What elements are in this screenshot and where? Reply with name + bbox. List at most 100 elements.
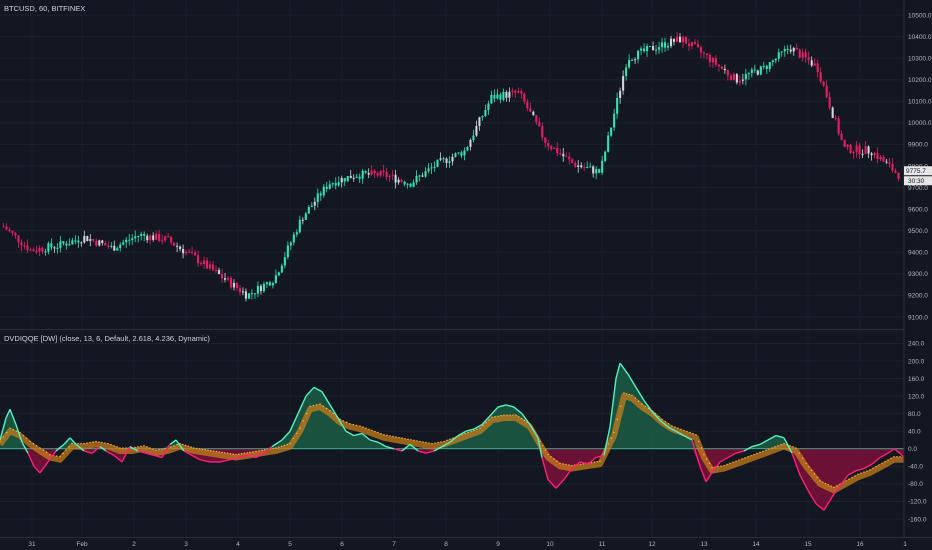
candle-body	[95, 240, 98, 246]
symbol-legend[interactable]: BTCUSD, 60, BITFINEX	[4, 4, 85, 13]
dvdi-line-segment	[255, 452, 265, 459]
trail-dot	[55, 455, 58, 457]
dvdi-line-segment	[635, 386, 645, 401]
price-tick-label: 9200.0	[908, 293, 928, 300]
time-axis-bg[interactable]	[0, 537, 932, 550]
candle-body	[89, 239, 92, 242]
trail-dot	[95, 440, 97, 443]
indicator-axis-ticks[interactable]: 240.0 200.0 160.0 120.0 80.0 40.0 0.0 -40.0 -80.…	[908, 341, 927, 524]
candle-body	[191, 251, 194, 253]
candle-body	[397, 179, 400, 183]
candle-body	[714, 58, 717, 65]
dvdi-line-segment	[743, 445, 753, 452]
trail-dot	[625, 393, 628, 395]
trail-dot	[607, 443, 610, 445]
candle-body	[837, 118, 840, 134]
candle-body	[274, 275, 277, 284]
candle-body	[373, 170, 376, 174]
dvdi-line-segment	[55, 443, 65, 452]
dvdi-positive-area	[0, 363, 906, 449]
trail-dot	[176, 443, 178, 446]
trail-dot	[398, 436, 400, 439]
candle-body	[798, 49, 801, 58]
trail-dot	[235, 453, 237, 456]
trail-dot	[249, 451, 251, 454]
indicator-tick-label: 80.0	[908, 411, 921, 418]
candle-body	[846, 144, 849, 147]
dvdi-line-segment	[667, 426, 677, 432]
dvdi-line-segment	[199, 459, 211, 463]
candle-body	[765, 65, 768, 70]
trail-dot	[899, 456, 901, 458]
trail-dot	[349, 423, 351, 425]
trail-dot	[101, 441, 103, 444]
candle-body	[786, 48, 789, 50]
candle-body	[523, 93, 526, 102]
trail-dot	[15, 430, 18, 432]
trail-dot	[896, 456, 898, 458]
candle-body	[5, 226, 8, 230]
last-price-label: 9775.7 30:30	[904, 166, 932, 186]
dvdi-line-segment	[121, 446, 131, 463]
candle-body	[526, 101, 529, 109]
trail-dot	[116, 446, 118, 448]
candle-body	[217, 270, 221, 275]
trail-dot	[137, 446, 139, 448]
time-axis-ticks[interactable]: 31 Feb 2 3 4 5 6 7 8 9 10 11 12 13 14 15 16 1	[28, 541, 907, 548]
candle-body	[238, 288, 242, 293]
candle-body	[616, 97, 619, 114]
trail-dot	[801, 457, 804, 459]
candle-body	[203, 260, 206, 265]
candle-body	[445, 158, 448, 163]
trail-dot	[252, 451, 254, 453]
candle-body	[699, 46, 702, 53]
trail-dot	[232, 453, 234, 455]
price-axis-bg	[904, 0, 932, 550]
candle-body	[619, 90, 622, 98]
trail-dot	[562, 463, 564, 465]
candle-body	[131, 238, 134, 241]
trail-dot	[302, 420, 305, 422]
indicator-legend[interactable]: DVDIQQE [DW] (close, 13, 6, Default, 2.6…	[4, 334, 210, 343]
candle-body	[155, 233, 158, 240]
candle-body	[625, 67, 628, 77]
trail-dot	[152, 448, 154, 450]
candle-body	[364, 170, 367, 173]
trail-dot	[5, 431, 8, 434]
candle-body	[583, 167, 586, 169]
candle-body	[592, 166, 595, 174]
trail-dot	[143, 445, 145, 447]
candle-body	[852, 152, 855, 154]
trail-dot	[845, 480, 847, 482]
dvdi-line-segment	[547, 479, 557, 489]
time-tick-label: 5	[288, 541, 292, 548]
trail-dot	[541, 445, 544, 447]
dvdi-line-segment	[505, 404, 515, 408]
candle-body	[161, 240, 164, 242]
trail-dot	[553, 458, 555, 460]
dvdi-line-segment	[513, 406, 523, 415]
candle-body	[2, 226, 5, 228]
candle-body	[367, 172, 370, 175]
price-candles	[2, 31, 900, 302]
trail-dot	[107, 442, 109, 445]
candle-body	[337, 182, 340, 186]
candle-body	[208, 264, 212, 269]
dvdi-line-segment	[587, 457, 597, 465]
trail-dot	[774, 446, 776, 448]
time-tick-label: 6	[340, 541, 344, 548]
trail-dot	[207, 449, 209, 451]
candle-body	[577, 165, 580, 167]
candle-body	[810, 60, 813, 66]
trail-dot	[210, 449, 212, 452]
trail-dot	[443, 440, 445, 443]
trail-dot	[286, 443, 288, 446]
trail-dot	[155, 449, 157, 451]
trail-dot	[887, 459, 889, 461]
trail-dot	[741, 458, 743, 460]
trail-dot	[756, 452, 758, 455]
trail-dot	[68, 446, 70, 448]
trail-dot	[119, 447, 121, 449]
trail-dot	[161, 448, 163, 450]
